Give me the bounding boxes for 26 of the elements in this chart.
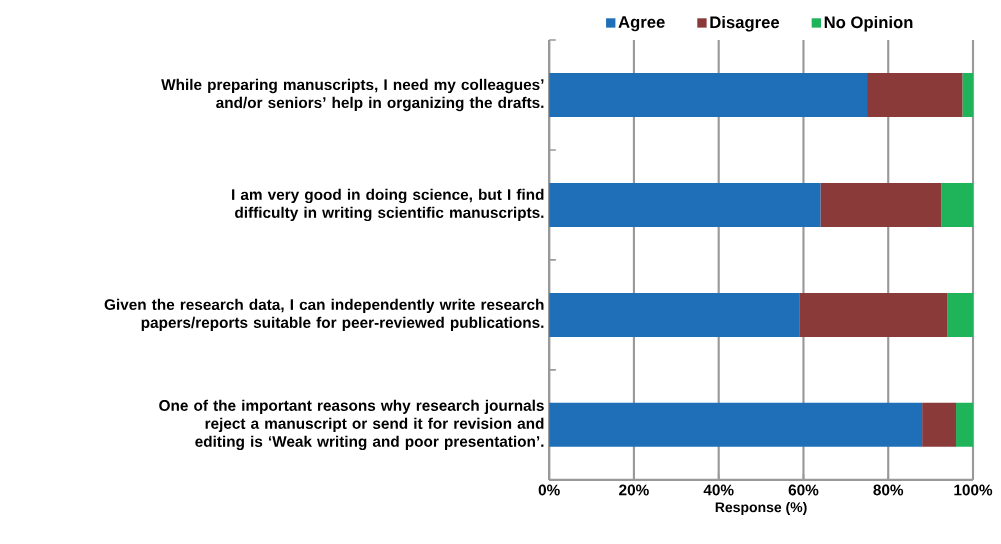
bar xyxy=(820,183,942,228)
bar xyxy=(549,73,868,118)
bar xyxy=(549,183,821,228)
legend-label: No Opinion xyxy=(824,16,913,32)
x-tick-label: 0% xyxy=(538,484,560,496)
bar xyxy=(922,402,957,447)
y-tick-label: One of the important reasons why research journals reject a manuscript or send it for revision and editing is ‘Weak writing and poor presentation’. xyxy=(159,399,544,451)
x-tick-label: 100% xyxy=(954,484,993,496)
bar xyxy=(941,183,974,228)
x-tick-label: 80% xyxy=(873,484,904,496)
bar xyxy=(867,73,963,118)
x-tick-label: 20% xyxy=(619,484,649,496)
bar xyxy=(947,293,974,337)
x-tick-label: 60% xyxy=(788,484,819,496)
bar xyxy=(799,293,948,337)
y-tick-label: I am very good in doing science, but I find difficulty in writing scientific manuscripts. xyxy=(232,188,544,222)
legend-label: Disagree xyxy=(710,16,780,32)
bar xyxy=(956,402,974,447)
y-tick-label: While preparing manuscripts, I need my colleagues’ and/or seniors’ help in organizing the drafts. xyxy=(161,78,544,112)
bar xyxy=(549,293,800,337)
legend-label: Agree xyxy=(618,16,665,32)
x-tick-label: 40% xyxy=(703,484,734,496)
bar xyxy=(962,73,974,118)
x-axis-title: Response (%) xyxy=(715,501,807,516)
y-tick-label: Given the research data, I can independently write research papers/reports suitable for peer-reviewed publications. xyxy=(104,298,544,332)
bar xyxy=(549,402,923,447)
